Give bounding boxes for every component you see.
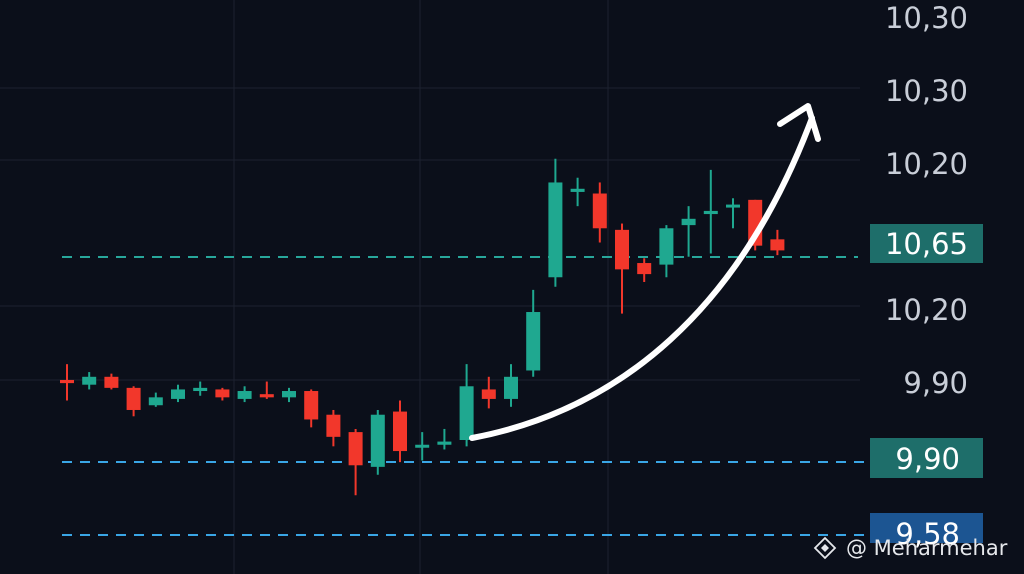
candle-body <box>370 414 385 467</box>
candle <box>393 400 407 463</box>
candle-body <box>393 411 407 452</box>
candle-body <box>282 391 296 398</box>
candle-body <box>193 387 208 392</box>
candle <box>770 229 785 256</box>
candle <box>104 373 119 390</box>
candle <box>481 376 496 409</box>
candle-body <box>304 391 319 420</box>
candle <box>259 381 274 399</box>
price-badge <box>870 224 983 263</box>
candle <box>126 386 141 417</box>
candle-body <box>259 394 274 398</box>
candle-body <box>770 239 785 251</box>
price-level-lines <box>62 256 870 536</box>
candle-body <box>60 379 74 384</box>
y-axis-labels: 10,30 10,30 10,20 10,20 9,90 <box>885 1 968 400</box>
candle-body <box>726 204 740 208</box>
candle <box>637 258 652 282</box>
candle-body <box>104 376 119 388</box>
candle-body <box>126 387 141 410</box>
price-badge-label: 10,65 <box>885 227 968 261</box>
candle <box>726 198 740 229</box>
candle <box>304 389 319 428</box>
candle <box>437 428 452 450</box>
candle-body <box>504 376 518 399</box>
candle <box>415 432 430 461</box>
candle <box>348 428 363 496</box>
candle <box>370 409 385 475</box>
candle <box>326 409 341 447</box>
candle-body <box>659 228 674 265</box>
candle <box>592 182 607 243</box>
trend-arrow-curve <box>469 115 815 441</box>
watermark-text: @ Meharmehar <box>846 536 1008 560</box>
candle <box>193 381 208 396</box>
candle <box>526 289 541 377</box>
candle-body <box>459 386 474 440</box>
candle-body <box>215 389 230 398</box>
candle-body <box>615 229 629 270</box>
candle <box>703 169 718 254</box>
candle-body <box>526 312 541 371</box>
price-badge <box>870 513 983 543</box>
candle-body <box>148 397 163 406</box>
candle-body <box>592 193 607 229</box>
y-axis-label: 10,30 <box>885 1 968 35</box>
candle <box>60 364 74 401</box>
candle <box>570 177 585 207</box>
candle-body <box>348 432 363 466</box>
candle-body <box>548 182 563 278</box>
candle-body <box>481 389 496 399</box>
candle <box>504 364 518 407</box>
price-badge <box>870 438 983 478</box>
candles <box>60 158 785 496</box>
price-badge-label: 9,90 <box>895 442 960 476</box>
trend-arrow-head <box>777 103 821 142</box>
candle <box>681 206 696 257</box>
candle-body <box>637 263 652 275</box>
y-axis-label: 9,90 <box>903 366 968 400</box>
candle <box>171 384 185 403</box>
candle <box>215 387 230 401</box>
candle <box>82 372 97 390</box>
candle-body <box>326 414 341 437</box>
candle-body <box>703 210 718 215</box>
candle <box>282 387 296 403</box>
binance-diamond-icon <box>813 536 837 560</box>
price-badge-label: 9,58 <box>895 517 960 551</box>
candle <box>615 223 629 314</box>
candle-body <box>437 441 452 445</box>
candle-body <box>415 444 430 448</box>
y-axis-label: 10,20 <box>885 147 968 181</box>
candle <box>659 225 674 278</box>
candle <box>459 364 474 447</box>
candle-body <box>82 376 97 385</box>
candle-body <box>237 391 252 399</box>
y-axis-label: 10,20 <box>885 293 968 327</box>
price-badges: 10,65 9,90 9,58 <box>870 224 983 551</box>
trend-arrow <box>469 103 821 441</box>
y-axis-label: 10,30 <box>885 74 968 108</box>
candle <box>548 158 563 287</box>
watermark: @ Meharmehar <box>813 536 1008 560</box>
candle <box>148 392 163 407</box>
grid-lines <box>0 0 860 574</box>
candle-body <box>570 188 585 192</box>
candle <box>237 386 252 403</box>
candle-body <box>171 389 185 399</box>
candle-body <box>681 218 696 226</box>
